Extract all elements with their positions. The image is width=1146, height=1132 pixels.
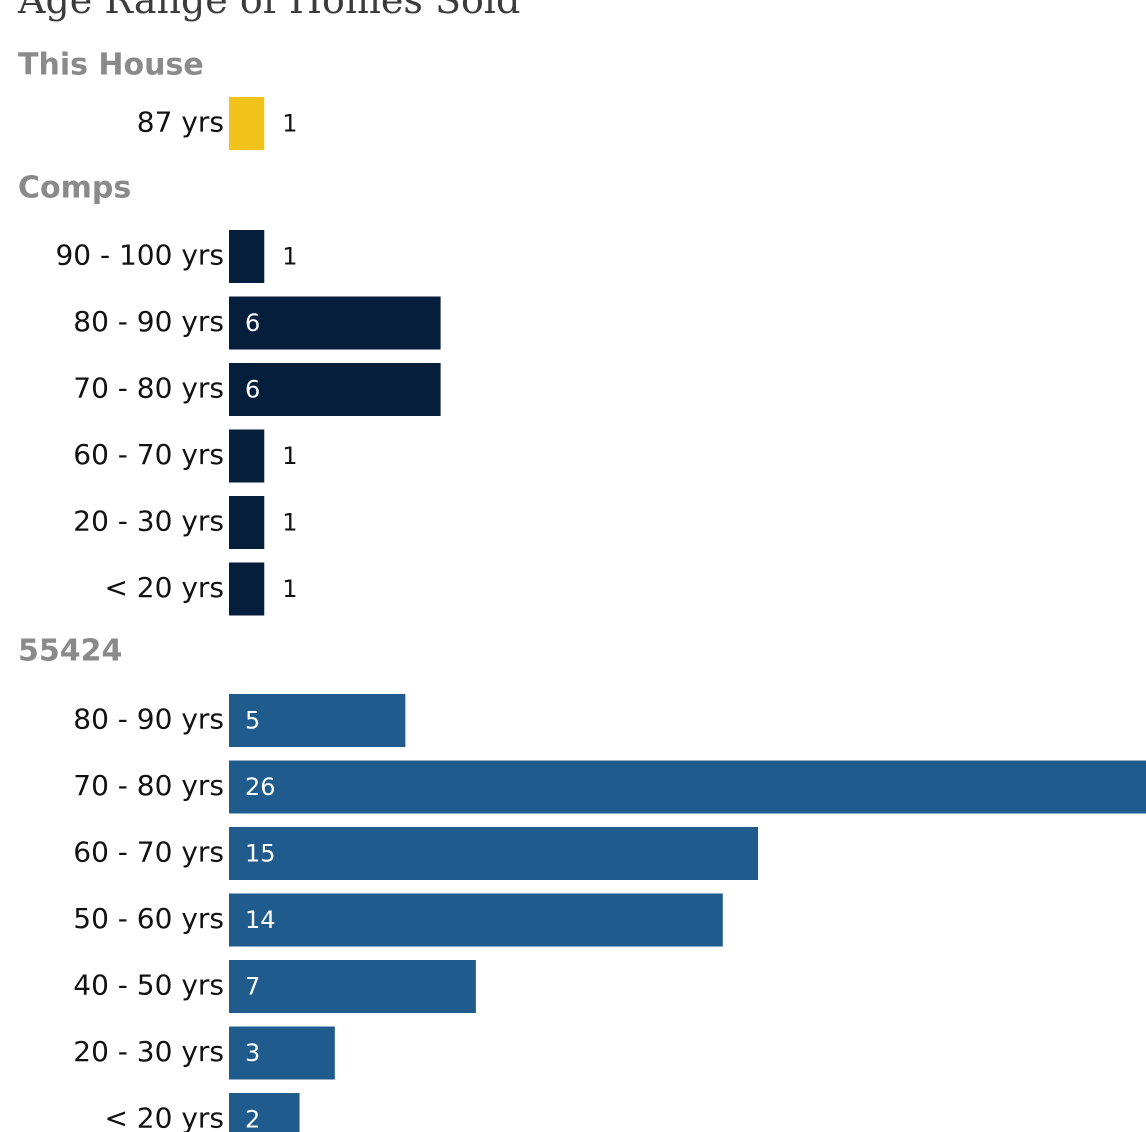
bar-comps-90-100-yrs	[229, 230, 265, 283]
bar-55424-70-80-yrs	[229, 760, 1146, 814]
category-label: 87 yrs	[137, 106, 224, 139]
value-label: 15	[245, 840, 276, 868]
value-label: 6	[245, 376, 260, 404]
section-label-comps: Comps	[18, 171, 131, 206]
value-label: 1	[282, 442, 297, 470]
value-label: 6	[245, 309, 260, 337]
category-label: 80 - 90 yrs	[73, 703, 224, 736]
category-label: 60 - 70 yrs	[73, 438, 224, 471]
bar-comps-80-90-yrs	[229, 296, 441, 350]
bar-comps-60-70-yrs	[229, 429, 265, 483]
category-label: 90 - 100 yrs	[55, 239, 224, 272]
bar-55424-50-60-yrs	[229, 893, 723, 947]
category-label: 50 - 60 yrs	[73, 902, 224, 935]
value-label: 7	[245, 973, 260, 1001]
bar-comps-70-80-yrs	[229, 363, 441, 416]
bar-55424-40-50-yrs	[229, 960, 476, 1013]
category-label: 20 - 30 yrs	[73, 1035, 224, 1068]
bar-comps-20-30-yrs	[229, 496, 265, 549]
bar-55424-20-30-yrs	[229, 1026, 335, 1080]
category-label: 20 - 30 yrs	[73, 505, 224, 538]
category-label: 60 - 70 yrs	[73, 836, 224, 869]
value-label: 1	[282, 110, 297, 138]
value-label: 5	[245, 707, 260, 735]
section-label-55424: 55424	[18, 634, 122, 669]
bar-55424-60-70-yrs	[229, 827, 759, 880]
bar-55424-80-90-yrs	[229, 694, 406, 747]
category-label: 80 - 90 yrs	[73, 305, 224, 338]
category-label: 40 - 50 yrs	[73, 969, 224, 1002]
category-label: 70 - 80 yrs	[73, 769, 224, 802]
value-label: 1	[282, 243, 297, 271]
value-label: 1	[282, 575, 297, 603]
bar-55424-20-yrs	[229, 1093, 300, 1132]
category-label: < 20 yrs	[104, 571, 224, 604]
value-label: 1	[282, 509, 297, 537]
chart-title: Age Range of Homes Sold	[18, 0, 521, 22]
value-label: 26	[245, 773, 276, 801]
category-label: < 20 yrs	[104, 1102, 224, 1132]
section-label-this-house: This House	[18, 48, 204, 83]
category-label: 70 - 80 yrs	[73, 372, 224, 405]
value-label: 3	[245, 1039, 260, 1067]
bar-comps-20-yrs	[229, 562, 265, 616]
value-label: 14	[245, 906, 276, 934]
value-label: 2	[245, 1106, 260, 1132]
bar-this-house-87-yrs	[229, 97, 265, 150]
